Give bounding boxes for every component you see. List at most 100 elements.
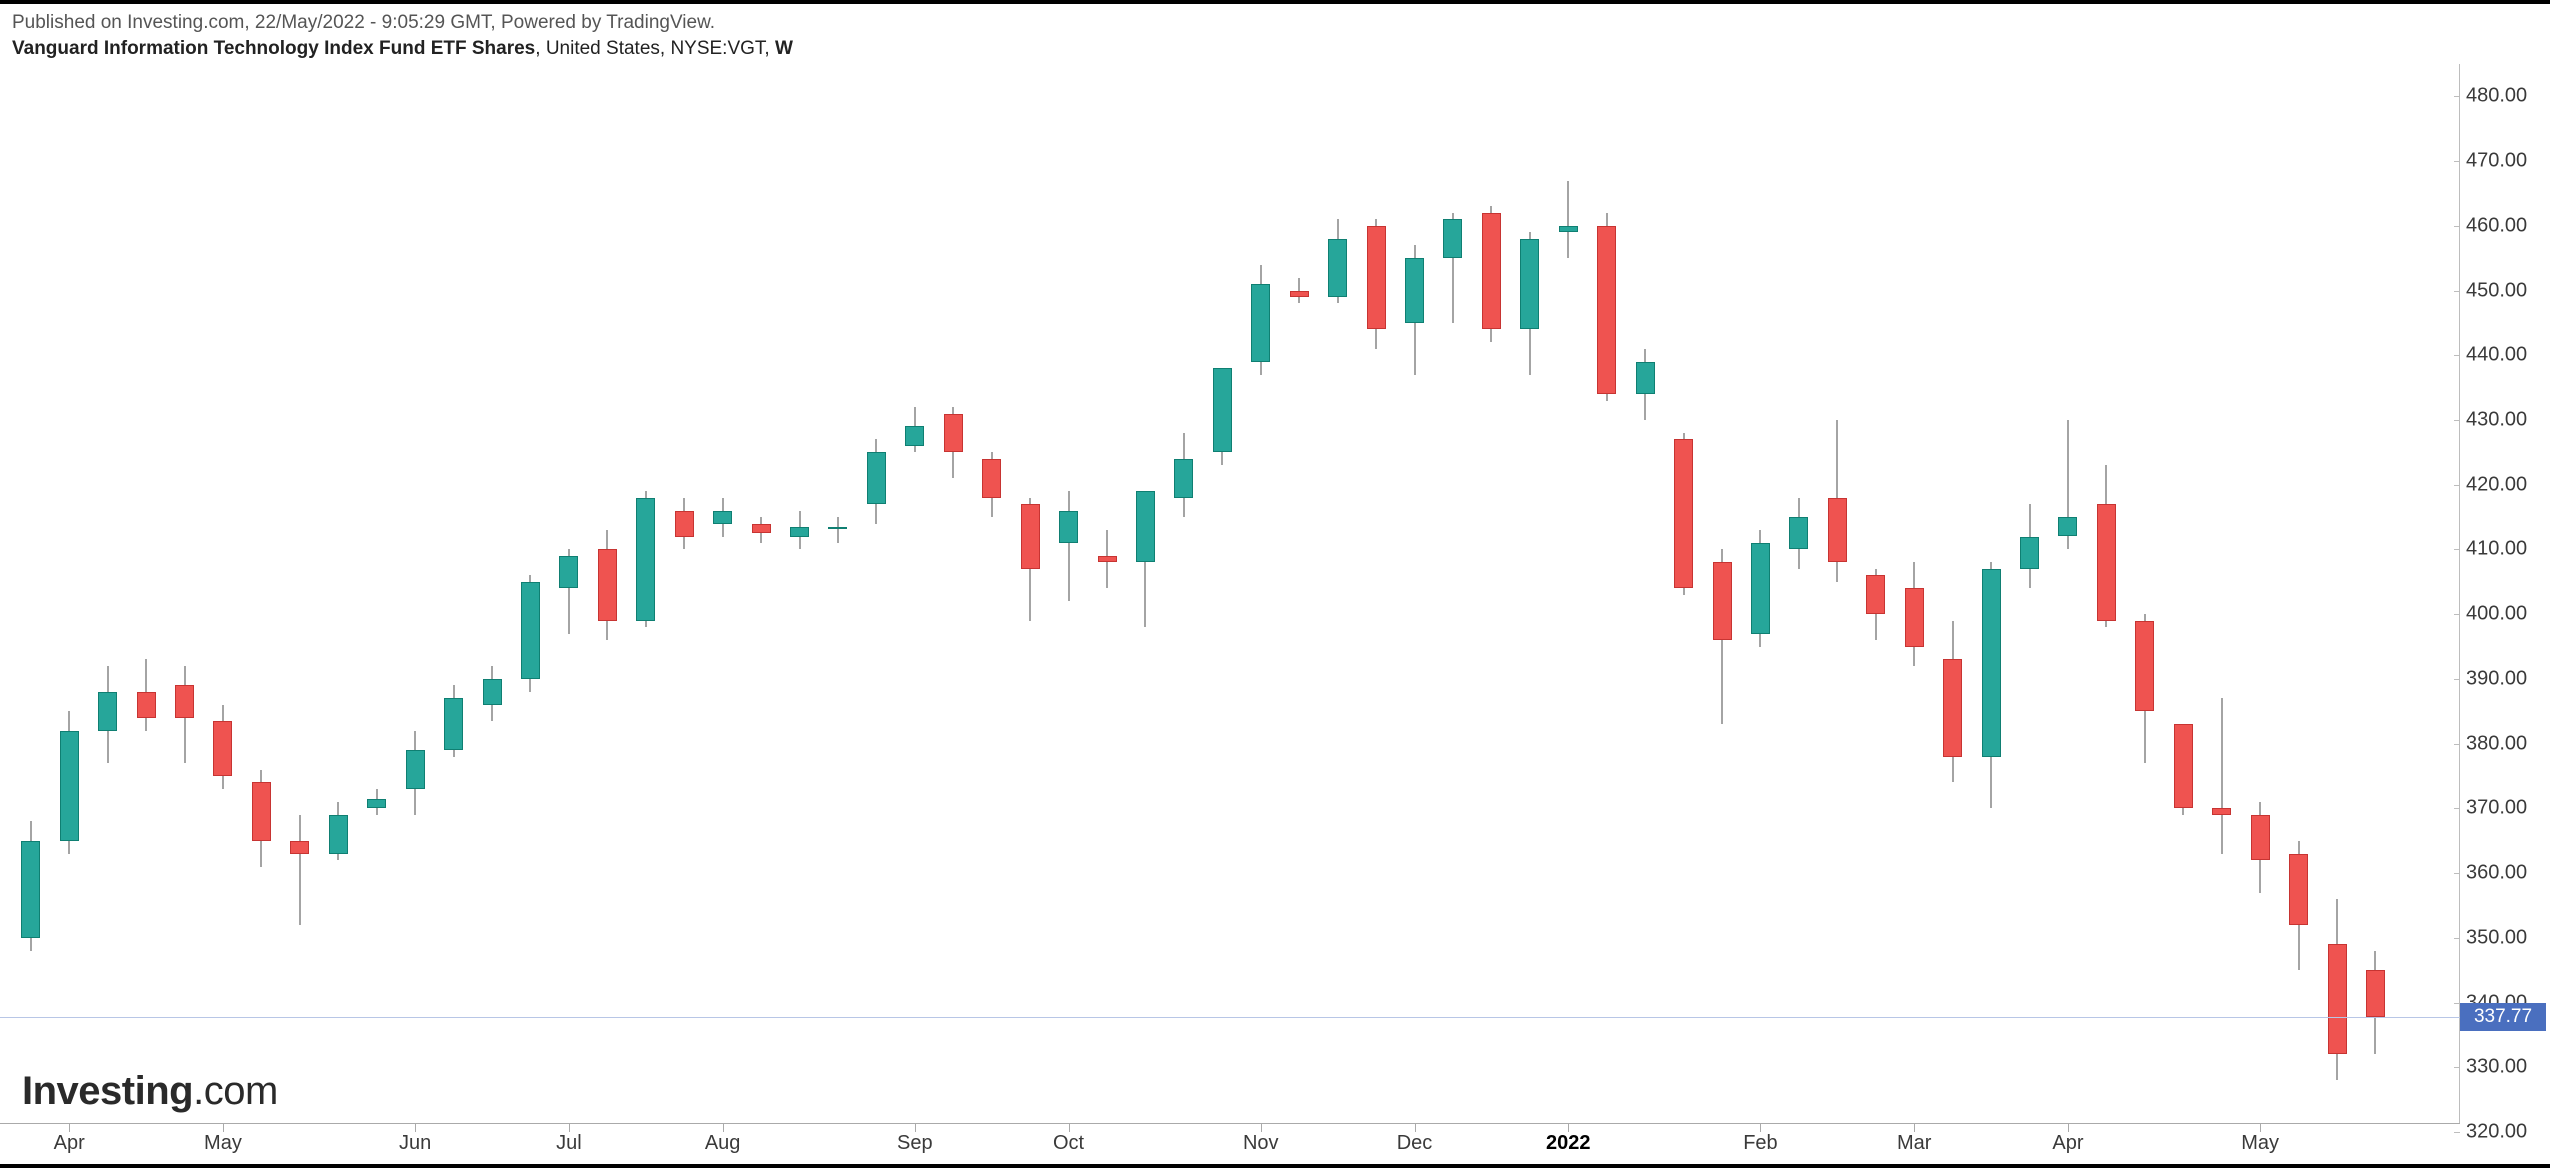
candle[interactable] <box>213 64 232 1132</box>
candle[interactable] <box>2251 64 2270 1132</box>
candle[interactable] <box>21 64 40 1132</box>
candle[interactable] <box>521 64 540 1132</box>
instrument-name: Vanguard Information Technology Index Fu… <box>12 38 535 59</box>
candle[interactable] <box>406 64 425 1132</box>
candle-body <box>1328 239 1347 297</box>
candle[interactable] <box>636 64 655 1132</box>
candle[interactable] <box>1905 64 1924 1132</box>
candle[interactable] <box>1251 64 1270 1132</box>
candle[interactable] <box>2135 64 2154 1132</box>
candle[interactable] <box>675 64 694 1132</box>
candle[interactable] <box>1367 64 1386 1132</box>
time-axis-tick <box>723 1124 724 1132</box>
time-axis-label: May <box>204 1132 242 1155</box>
candle[interactable] <box>2097 64 2116 1132</box>
price-axis-tick <box>2454 873 2460 874</box>
candle-body <box>2289 854 2308 925</box>
instrument-interval: W <box>775 38 793 59</box>
candle[interactable] <box>2328 64 2347 1132</box>
candle[interactable] <box>790 64 809 1132</box>
candle-body <box>290 841 309 854</box>
candle[interactable] <box>2174 64 2193 1132</box>
candle[interactable] <box>2058 64 2077 1132</box>
candle-wick <box>837 517 838 543</box>
candle[interactable] <box>1174 64 1193 1132</box>
candle[interactable] <box>1290 64 1309 1132</box>
candle[interactable] <box>98 64 117 1132</box>
time-axis-tick <box>69 1124 70 1132</box>
candle[interactable] <box>1098 64 1117 1132</box>
candle[interactable] <box>905 64 924 1132</box>
candle[interactable] <box>137 64 156 1132</box>
candle[interactable] <box>867 64 886 1132</box>
candle[interactable] <box>60 64 79 1132</box>
candle[interactable] <box>483 64 502 1132</box>
candle[interactable] <box>828 64 847 1132</box>
candle-body <box>2135 621 2154 712</box>
candle[interactable] <box>1636 64 1655 1132</box>
candle[interactable] <box>2366 64 2385 1132</box>
candle[interactable] <box>1597 64 1616 1132</box>
candle[interactable] <box>2212 64 2231 1132</box>
candle[interactable] <box>598 64 617 1132</box>
candle[interactable] <box>982 64 1001 1132</box>
price-axis[interactable]: 320.00330.00340.00350.00360.00370.00380.… <box>2459 64 2550 1124</box>
candle[interactable] <box>329 64 348 1132</box>
candle[interactable] <box>1674 64 1693 1132</box>
time-axis[interactable]: AprMayJunJulAugSepOctNovDec2022FebMarApr… <box>0 1123 2460 1164</box>
candle[interactable] <box>1405 64 1424 1132</box>
candle[interactable] <box>1828 64 1847 1132</box>
candle[interactable] <box>1943 64 1962 1132</box>
candle[interactable] <box>252 64 271 1132</box>
candle[interactable] <box>290 64 309 1132</box>
candle[interactable] <box>1713 64 1732 1132</box>
time-axis-tick <box>915 1124 916 1132</box>
candle[interactable] <box>559 64 578 1132</box>
candle[interactable] <box>367 64 386 1132</box>
candle[interactable] <box>1982 64 2001 1132</box>
candle[interactable] <box>1751 64 1770 1132</box>
candle[interactable] <box>175 64 194 1132</box>
candle-body <box>1789 517 1808 549</box>
candle[interactable] <box>944 64 963 1132</box>
candle-body <box>1636 362 1655 394</box>
candle-body <box>252 782 271 840</box>
candlestick-chart[interactable] <box>0 64 2460 1124</box>
chart-frame: Published on Investing.com, 22/May/2022 … <box>0 0 2550 1168</box>
time-axis-label: Jun <box>399 1132 431 1155</box>
candle[interactable] <box>1136 64 1155 1132</box>
candle[interactable] <box>1866 64 1885 1132</box>
candle[interactable] <box>1559 64 1578 1132</box>
candle-body <box>175 685 194 717</box>
candle[interactable] <box>1443 64 1462 1132</box>
candle-body <box>1290 291 1309 297</box>
candle[interactable] <box>1059 64 1078 1132</box>
candle[interactable] <box>2020 64 2039 1132</box>
time-axis-tick <box>1760 1124 1761 1132</box>
candle-body <box>867 452 886 504</box>
candle[interactable] <box>1213 64 1232 1132</box>
candle-body <box>329 815 348 854</box>
candle-body <box>2212 808 2231 814</box>
time-axis-tick <box>2260 1124 2261 1132</box>
instrument-detail: , United States, NYSE:VGT, <box>535 38 775 59</box>
candle[interactable] <box>1789 64 1808 1132</box>
candle-body <box>98 692 117 731</box>
candle-body <box>2058 517 2077 536</box>
candle[interactable] <box>1328 64 1347 1132</box>
candle[interactable] <box>752 64 771 1132</box>
candle-wick <box>1068 491 1069 601</box>
candle-body <box>1098 556 1117 562</box>
price-axis-label: 480.00 <box>2466 85 2527 108</box>
candle[interactable] <box>1482 64 1501 1132</box>
candle[interactable] <box>1520 64 1539 1132</box>
candle-body <box>1021 504 1040 569</box>
candle[interactable] <box>444 64 463 1132</box>
candle-body <box>1905 588 1924 646</box>
time-axis-label: Dec <box>1397 1132 1433 1155</box>
candle[interactable] <box>2289 64 2308 1132</box>
candle[interactable] <box>1021 64 1040 1132</box>
candle[interactable] <box>713 64 732 1132</box>
time-axis-tick <box>2068 1124 2069 1132</box>
candle-body <box>137 692 156 718</box>
